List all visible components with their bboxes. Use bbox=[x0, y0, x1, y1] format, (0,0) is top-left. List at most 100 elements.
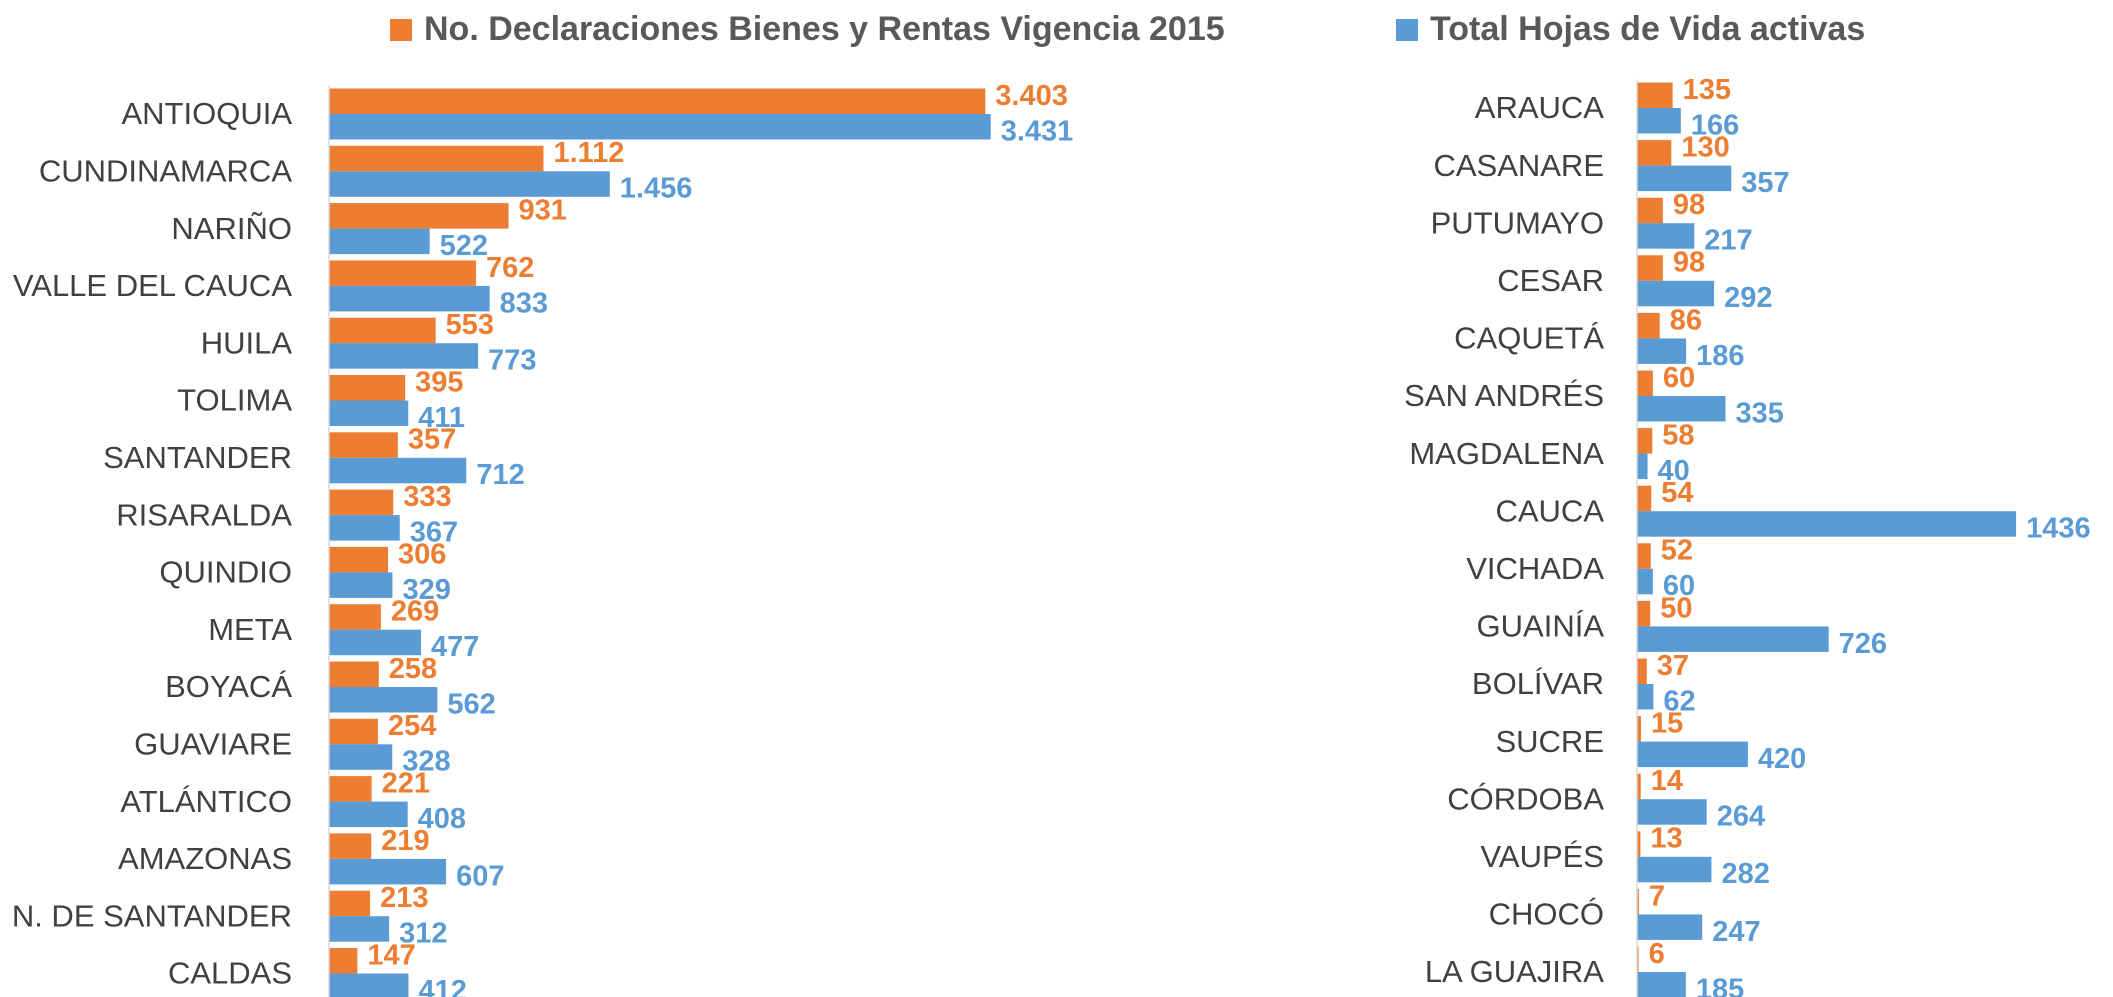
bar bbox=[1637, 741, 1748, 768]
bar bbox=[1637, 108, 1681, 134]
category-label: CAQUETÁ bbox=[1454, 321, 1604, 356]
bar bbox=[1637, 543, 1651, 569]
category-label: CUNDINAMARCA bbox=[39, 153, 293, 188]
category-label: PUTUMAYO bbox=[1431, 205, 1604, 240]
bar bbox=[1637, 600, 1651, 627]
category-label: META bbox=[208, 612, 292, 647]
bar bbox=[329, 515, 400, 541]
value-label: 3.403 bbox=[995, 80, 1068, 112]
value-label: 50 bbox=[1660, 592, 1692, 624]
legend-label: Total Hojas de Vida activas bbox=[1430, 10, 1865, 48]
value-label: 98 bbox=[1673, 189, 1705, 221]
value-label: 62 bbox=[1663, 685, 1695, 717]
bar bbox=[329, 687, 438, 713]
bar bbox=[1637, 428, 1653, 454]
bar bbox=[1637, 82, 1673, 108]
value-label: 553 bbox=[446, 309, 494, 341]
bar bbox=[329, 718, 378, 745]
value-label: 328 bbox=[402, 746, 450, 778]
category-label: CAUCA bbox=[1495, 493, 1604, 528]
value-label: 40 bbox=[1658, 455, 1690, 487]
category-label: GUAINÍA bbox=[1477, 609, 1605, 644]
value-label: 7 bbox=[1649, 880, 1665, 912]
legend-swatch bbox=[390, 19, 412, 41]
value-label: 130 bbox=[1681, 132, 1729, 164]
value-label: 292 bbox=[1724, 282, 1772, 314]
value-label: 15 bbox=[1651, 708, 1683, 740]
bar bbox=[1637, 396, 1726, 422]
bar bbox=[1637, 773, 1641, 800]
category-label: SAN ANDRÉS bbox=[1404, 378, 1604, 413]
category-label: LA GUAJIRA bbox=[1425, 954, 1604, 989]
bar bbox=[1637, 453, 1648, 480]
bar bbox=[329, 546, 389, 573]
category-label: AMAZONAS bbox=[118, 841, 292, 876]
bar bbox=[329, 948, 358, 974]
value-label: 52 bbox=[1661, 535, 1693, 567]
value-label: 219 bbox=[381, 825, 429, 857]
category-label: SANTANDER bbox=[103, 440, 292, 475]
bar bbox=[1637, 255, 1663, 281]
value-label: 306 bbox=[398, 538, 446, 570]
bar bbox=[1637, 370, 1653, 396]
bar bbox=[1637, 716, 1641, 742]
value-label: 54 bbox=[1661, 477, 1693, 509]
bar bbox=[329, 203, 509, 229]
category-label: GUAVIARE bbox=[134, 726, 292, 761]
legend-swatch bbox=[1396, 19, 1418, 41]
category-label: NARIÑO bbox=[171, 211, 292, 246]
bar bbox=[329, 489, 394, 516]
bar bbox=[329, 973, 409, 997]
bar bbox=[329, 572, 393, 598]
bar bbox=[1637, 799, 1707, 825]
value-label: 254 bbox=[388, 710, 436, 742]
bar bbox=[1637, 280, 1715, 307]
category-label: CALDAS bbox=[168, 956, 292, 991]
value-label: 6 bbox=[1649, 938, 1665, 970]
category-label: ANTIOQUIA bbox=[121, 96, 292, 131]
bar bbox=[329, 317, 436, 344]
bar bbox=[329, 833, 372, 859]
value-label: 60 bbox=[1663, 570, 1695, 602]
category-label: ATLÁNTICO bbox=[120, 784, 292, 819]
value-label: 762 bbox=[486, 252, 534, 284]
bar bbox=[329, 145, 544, 172]
value-label: 931 bbox=[519, 195, 567, 227]
bar bbox=[329, 228, 430, 255]
value-label: 412 bbox=[418, 975, 466, 997]
value-label: 37 bbox=[1657, 650, 1689, 682]
value-label: 135 bbox=[1683, 74, 1731, 106]
bar bbox=[1637, 485, 1652, 512]
value-label: 411 bbox=[418, 402, 465, 434]
category-label: SUCRE bbox=[1495, 724, 1604, 759]
bar bbox=[329, 432, 398, 458]
value-label: 562 bbox=[447, 688, 495, 720]
bar bbox=[329, 343, 479, 369]
bar bbox=[329, 260, 476, 286]
bar bbox=[329, 88, 986, 114]
category-label: CHOCÓ bbox=[1489, 897, 1604, 932]
value-label: 258 bbox=[389, 653, 437, 685]
bar bbox=[1637, 888, 1639, 915]
value-label: 726 bbox=[1839, 628, 1887, 660]
value-label: 1.456 bbox=[620, 173, 693, 205]
bar bbox=[1637, 338, 1687, 364]
value-label: 60 bbox=[1663, 362, 1695, 394]
value-label: 166 bbox=[1691, 109, 1739, 141]
bar bbox=[1637, 568, 1653, 595]
value-label: 408 bbox=[418, 803, 466, 835]
value-label: 477 bbox=[431, 631, 479, 663]
bar bbox=[1637, 140, 1672, 166]
value-label: 329 bbox=[402, 574, 450, 606]
value-label: 395 bbox=[415, 366, 463, 398]
value-label: 264 bbox=[1717, 801, 1765, 833]
category-label: QUINDIO bbox=[159, 555, 292, 590]
value-label: 98 bbox=[1673, 247, 1705, 279]
value-label: 333 bbox=[403, 481, 451, 513]
bar bbox=[1637, 223, 1695, 249]
bar bbox=[1637, 914, 1703, 940]
value-label: 86 bbox=[1670, 304, 1702, 336]
bar bbox=[1637, 972, 1686, 997]
bar bbox=[329, 375, 406, 401]
